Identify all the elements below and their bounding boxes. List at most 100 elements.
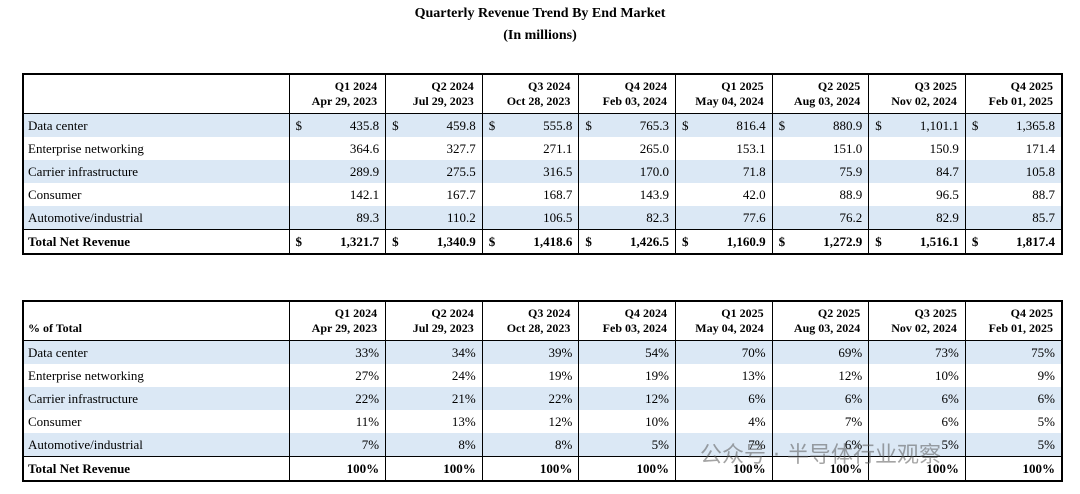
value-cell: 88.7 xyxy=(964,183,1062,206)
quarter-header: Q2 2024 xyxy=(385,74,483,94)
watermark: 公众号 · 半导体行业观察 xyxy=(700,443,941,468)
value: 327.7 xyxy=(446,140,476,156)
table-row: Enterprise networking 27% 24% 19% 19% 13% 12% 1… xyxy=(22,364,1062,387)
value: 12% xyxy=(548,413,573,429)
value-cell: 7% xyxy=(771,410,869,433)
value: 6% xyxy=(1037,390,1055,406)
value: 27% xyxy=(355,367,380,383)
value-cell: 110.2 xyxy=(385,206,483,230)
value-cell: 265.0 xyxy=(578,137,676,160)
value-cell: 6% xyxy=(868,387,966,410)
value-cell: 76.2 xyxy=(771,206,869,230)
value: 88.9 xyxy=(839,186,863,202)
date-header: Jul 29, 2023 xyxy=(385,94,483,114)
quarter-header: Q4 2025 xyxy=(964,301,1062,321)
header-row: Q1 2024 Q2 2024 Q3 2024 Q4 2024 Q1 2025 Q2 20… xyxy=(22,74,1062,94)
date-header: Oct 28, 2023 xyxy=(481,94,579,114)
quarter-header: Q2 2024 xyxy=(385,301,483,321)
value-cell: 275.5 xyxy=(385,160,483,183)
value-cell: $1,817.4 xyxy=(964,229,1062,254)
value-cell: 9% xyxy=(964,364,1062,387)
value-cell: 96.5 xyxy=(868,183,966,206)
value: 12% xyxy=(838,367,863,383)
value: 73% xyxy=(935,344,959,360)
value: 6% xyxy=(941,390,959,406)
value-cell: 19% xyxy=(578,364,676,387)
value: 271.1 xyxy=(543,140,573,156)
value-cell: $1,365.8 xyxy=(964,113,1062,137)
value-cell: 4% xyxy=(675,410,773,433)
value: 75.9 xyxy=(839,163,863,179)
value-cell: 71.8 xyxy=(675,160,773,183)
value: 265.0 xyxy=(639,140,669,156)
value: 11% xyxy=(355,413,380,429)
value-cell: 13% xyxy=(385,410,483,433)
value-cell: 6% xyxy=(868,410,966,433)
header-row: % of Total Apr 29, 2023 Jul 29, 2023 Oct 28… xyxy=(22,321,1062,341)
value: 153.1 xyxy=(736,140,766,156)
quarter-header: Q4 2024 xyxy=(578,74,676,94)
value: 42.0 xyxy=(742,186,766,202)
value: 85.7 xyxy=(1032,209,1055,225)
value-cell: $1,321.7 xyxy=(288,229,386,254)
value-cell: 21% xyxy=(385,387,483,410)
table-row: Automotive/industrial 89.3 110.2 106.5 82.3 7… xyxy=(22,206,1062,230)
value-cell: 100% xyxy=(578,456,676,481)
value-cell: 6% xyxy=(771,433,869,457)
date-header: Aug 03, 2024 xyxy=(771,321,869,341)
table-row: Consumer 11% 13% 12% 10% 4% 7% 6% 5% xyxy=(22,410,1062,433)
value: 289.9 xyxy=(349,163,380,179)
value-cell: 364.6 xyxy=(288,137,386,160)
value-cell: $1,101.1 xyxy=(868,113,966,137)
quarter-header: Q1 2025 xyxy=(675,74,773,94)
value: 7% xyxy=(748,436,766,452)
value: 100% xyxy=(346,460,380,476)
value-cell: $1,160.9 xyxy=(675,229,773,254)
quarter-header: Q4 2025 xyxy=(964,74,1062,94)
value: 459.8 xyxy=(446,117,476,133)
value: 88.7 xyxy=(1032,186,1055,202)
value: 275.5 xyxy=(446,163,476,179)
value: 76.2 xyxy=(839,209,863,225)
quarter-header: Q4 2024 xyxy=(578,301,676,321)
value: 22% xyxy=(355,390,380,406)
value: 1,817.4 xyxy=(1016,233,1055,249)
date-header: Nov 02, 2024 xyxy=(868,321,966,341)
value: 100% xyxy=(733,460,766,476)
value-cell: 100% xyxy=(868,456,966,481)
value: 106.5 xyxy=(543,209,573,225)
value: 6% xyxy=(844,390,863,406)
value-cell: 6% xyxy=(675,387,773,410)
value-cell: $1,426.5 xyxy=(578,229,676,254)
value: 100% xyxy=(443,460,476,476)
value: 555.8 xyxy=(543,117,573,133)
value: 8% xyxy=(555,436,573,452)
value-cell: 70% xyxy=(675,340,773,364)
value-cell: 22% xyxy=(481,387,579,410)
value-cell: $1,272.9 xyxy=(771,229,869,254)
row-label: Carrier infrastructure xyxy=(22,160,289,183)
value: 151.0 xyxy=(833,140,863,156)
quarter-header: Q3 2024 xyxy=(481,74,579,94)
value-cell: $459.8 xyxy=(385,113,483,137)
value-cell: 142.1 xyxy=(288,183,386,206)
value-cell: 105.8 xyxy=(964,160,1062,183)
value: 4% xyxy=(748,413,766,429)
value: 6% xyxy=(941,413,959,429)
value: 82.9 xyxy=(936,209,959,225)
date-header: Feb 01, 2025 xyxy=(964,321,1062,341)
value: 71.8 xyxy=(742,163,766,179)
value: 9% xyxy=(1037,367,1055,383)
date-header: Jul 29, 2023 xyxy=(385,321,483,341)
currency-symbol: $ xyxy=(875,233,882,249)
value-cell: $1,418.6 xyxy=(481,229,579,254)
value-cell: 73% xyxy=(868,340,966,364)
value-cell: 100% xyxy=(481,456,579,481)
value-cell: 327.7 xyxy=(385,137,483,160)
date-header: Apr 29, 2023 xyxy=(288,94,386,114)
currency-symbol: $ xyxy=(488,117,496,133)
date-header: Feb 03, 2024 xyxy=(578,94,676,114)
subtitle: (In millions) xyxy=(503,28,577,43)
table-row: Automotive/industrial 7% 8% 8% 5% 7% 6% 5% 5% xyxy=(22,433,1062,457)
table-row: Carrier infrastructure 22% 21% 22% 12% 6% 6% 6%… xyxy=(22,387,1062,410)
